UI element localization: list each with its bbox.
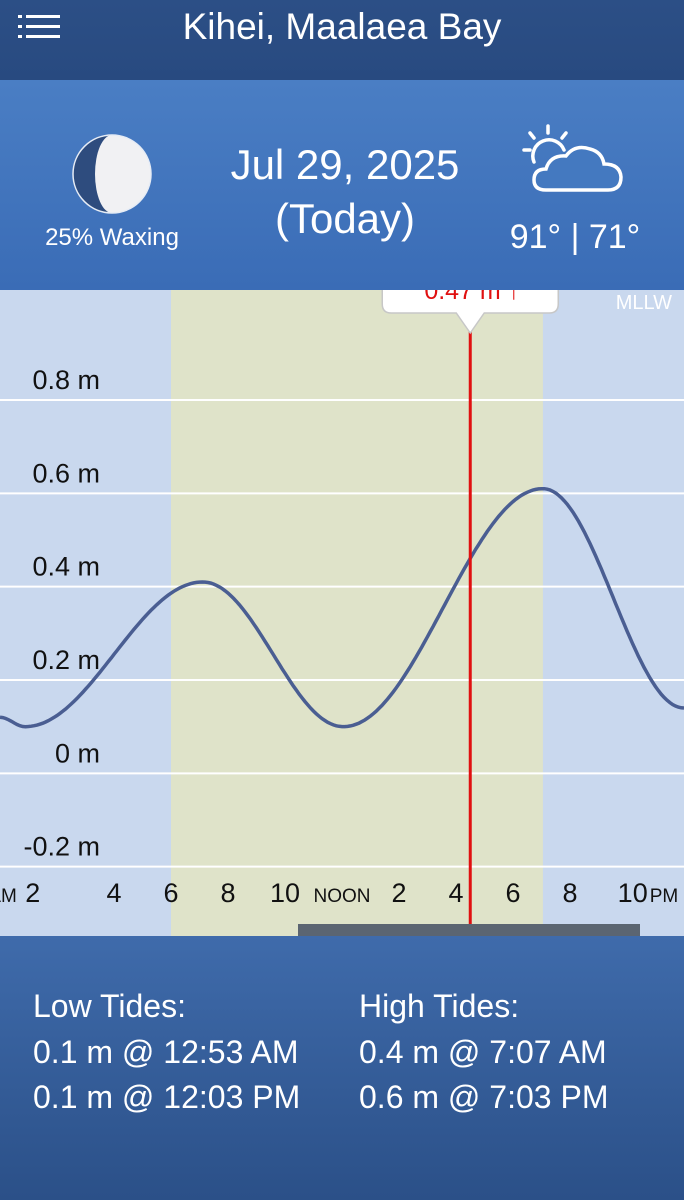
x-tick-label: 2 [25, 878, 40, 908]
y-axis-labels: 0.8 m 0.6 m 0.4 m 0.2 m 0 m -0.2 m [23, 365, 100, 862]
low-tides-title: Low Tides: [33, 988, 186, 1024]
menu-icon[interactable] [18, 14, 60, 40]
x-tick-label: 6 [505, 878, 520, 908]
x-tick-label: 8 [562, 878, 577, 908]
x-tick-label: 2 [391, 878, 406, 908]
day-header: 25% Waxing Jul 29, 2025 (Today) 91° | 71… [0, 80, 684, 290]
high-tide-item: 0.6 m @ 7:03 PM [359, 1079, 609, 1115]
date-label: Jul 29, 2025 [230, 141, 460, 188]
am-label: AM [0, 886, 17, 907]
tide-summary: Low Tides: 0.1 m @ 12:53 AM 0.1 m @ 12:0… [0, 936, 684, 1200]
y-tick-label: 0.6 m [32, 458, 100, 488]
datum-label: MLLW [616, 292, 672, 314]
x-tick-label: NOON [314, 886, 371, 907]
tide-curve [0, 486, 684, 729]
chart-scrollbar[interactable] [298, 924, 640, 936]
low-tides-section: Low Tides: 0.1 m @ 12:53 AM 0.1 m @ 12:0… [33, 984, 300, 1120]
y-tick-label: -0.2 m [23, 832, 100, 862]
temperature-range: 91° | 71° [509, 218, 641, 256]
x-tick-label: 10 [618, 878, 648, 908]
high-tides-section: High Tides: 0.4 m @ 7:07 AM 0.6 m @ 7:03… [359, 984, 608, 1120]
daylight-shading [171, 290, 543, 936]
low-tide-item: 0.1 m @ 12:53 AM [33, 1034, 299, 1070]
page-title: Kihei, Maalaea Bay [182, 6, 502, 47]
moon-phase-label: 25% Waxing [45, 224, 179, 251]
x-axis-labels: 2AM46810NOON246810PM [0, 878, 678, 908]
y-tick-label: 0.2 m [32, 645, 100, 675]
low-tide-item: 0.1 m @ 12:03 PM [33, 1079, 301, 1115]
x-tick-label: 4 [448, 878, 463, 908]
moon-phase-icon[interactable] [70, 132, 154, 216]
chart-gridlines [0, 399, 684, 868]
y-tick-label: 0.8 m [32, 365, 100, 395]
current-level-label: 0.47 m ↑ [424, 290, 520, 305]
x-tick-label: 8 [220, 878, 235, 908]
partly-cloudy-icon[interactable] [520, 122, 630, 198]
date-display[interactable]: Jul 29, 2025 (Today) [190, 138, 500, 246]
high-tides-title: High Tides: [359, 988, 520, 1024]
x-tick-label: 4 [106, 878, 121, 908]
y-tick-label: 0.4 m [32, 552, 100, 582]
high-tide-item: 0.4 m @ 7:07 AM [359, 1034, 607, 1070]
x-tick-label: 10 [270, 878, 300, 908]
y-tick-label: 0 m [55, 738, 100, 768]
top-bar: Kihei, Maalaea Bay [0, 0, 684, 81]
callout-box [381, 290, 559, 335]
tide-chart[interactable]: 0.8 m 0.6 m 0.4 m 0.2 m 0 m -0.2 m 2 AM 4 6 8 10 NO… [0, 290, 684, 936]
today-label: (Today) [274, 195, 416, 242]
pm-label: PM [650, 886, 679, 907]
x-tick-label: 6 [163, 878, 178, 908]
current-level-callout: 0.47 m ↑ [381, 290, 559, 335]
